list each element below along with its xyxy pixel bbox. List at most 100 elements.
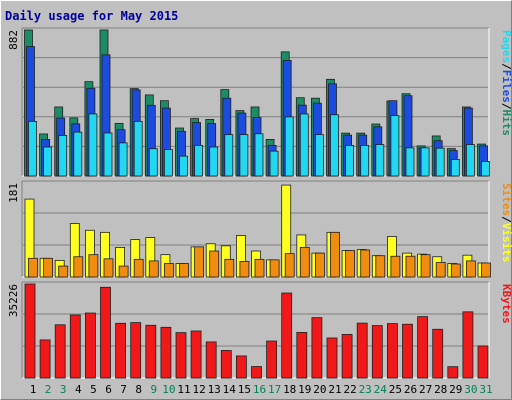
bar-kbytes-day-28 <box>432 328 444 379</box>
bar-pages-day-19 <box>299 113 309 177</box>
legend-entry: Visits <box>500 223 512 263</box>
bar-kbytes-day-14 <box>220 350 232 379</box>
bar-pages-day-21 <box>330 114 339 177</box>
x-label-day-28: 28 <box>434 383 447 396</box>
bar-sites-day-23 <box>360 249 371 278</box>
x-label-day-4: 4 <box>75 383 82 396</box>
bar-pages-day-20 <box>314 134 324 177</box>
bar-pages-day-9 <box>148 148 158 177</box>
x-label-day-24: 24 <box>374 383 388 396</box>
bar-kbytes-day-9 <box>145 324 157 379</box>
bar-kbytes-day-31 <box>477 345 489 379</box>
bar-sites-day-13 <box>209 250 220 278</box>
x-label-day-8: 8 <box>135 383 142 396</box>
x-label-day-10: 10 <box>162 383 175 396</box>
x-label-day-31: 31 <box>479 383 492 396</box>
bar-pages-day-30 <box>465 144 475 177</box>
bar-pages-day-8 <box>133 120 143 177</box>
bar-pages-day-23 <box>360 144 370 177</box>
bar-kbytes-day-10 <box>160 326 172 379</box>
legend-entry: Hits <box>500 110 512 137</box>
bar-kbytes-day-22 <box>341 334 353 379</box>
bar-kbytes-day-7 <box>115 322 126 379</box>
bar-sites-day-18 <box>284 253 295 278</box>
bar-sites-day-15 <box>239 261 250 278</box>
bar-pages-day-6 <box>103 132 113 177</box>
bar-kbytes-day-20 <box>311 317 323 379</box>
legend-entry: Sites <box>500 183 512 216</box>
x-label-day-16: 16 <box>253 383 266 396</box>
bar-pages-day-10 <box>163 149 173 177</box>
bar-pages-day-29 <box>450 159 460 177</box>
panel-legend: KBytes <box>500 284 512 324</box>
bar-sites-day-2 <box>43 257 53 278</box>
bar-pages-day-13 <box>209 146 219 177</box>
x-axis-day-labels: 1 2 3 4 5 6 7 8 9 10 11 12 13 14 15 16 17 18 19 20 21 22 23 24 2… <box>30 383 493 396</box>
x-label-day-13: 13 <box>208 383 221 396</box>
bar-pages-day-22 <box>345 144 355 177</box>
x-label-day-18: 18 <box>283 383 296 396</box>
panel-kbytes: 35226 KBytes <box>7 281 512 379</box>
bar-sites-day-27 <box>420 254 431 278</box>
bar-kbytes-day-23 <box>356 322 368 379</box>
bar-pages-day-7 <box>118 142 128 177</box>
y-max-label: 181 <box>7 183 20 203</box>
bar-pages-day-28 <box>435 147 445 177</box>
bar-sites-day-28 <box>435 262 446 278</box>
bar-pages-day-14 <box>224 134 234 177</box>
x-label-day-12: 12 <box>192 383 205 396</box>
x-label-day-11: 11 <box>177 383 190 396</box>
bar-sites-day-3 <box>58 265 69 278</box>
bar-pages-day-3 <box>58 135 68 177</box>
bar-sites-day-21 <box>330 231 340 278</box>
bar-sites-day-8 <box>133 258 144 278</box>
bar-sites-day-22 <box>345 250 356 278</box>
bar-kbytes-day-17 <box>266 340 278 379</box>
bar-kbytes-day-12 <box>190 330 202 379</box>
x-label-day-7: 7 <box>120 383 127 396</box>
x-label-day-3: 3 <box>60 383 67 396</box>
bar-kbytes-day-27 <box>417 316 429 379</box>
bar-pages-day-27 <box>420 147 430 177</box>
bar-kbytes-day-30 <box>462 311 474 379</box>
x-label-day-23: 23 <box>359 383 372 396</box>
bar-kbytes-day-29 <box>447 366 459 379</box>
bar-pages-day-15 <box>239 134 249 177</box>
x-label-day-1: 1 <box>30 383 37 396</box>
bar-kbytes-day-11 <box>175 332 187 379</box>
chart-title: Daily usage for May 2015 <box>5 9 178 23</box>
bar-pages-day-25 <box>390 115 400 177</box>
x-label-day-17: 17 <box>268 383 281 396</box>
x-label-day-21: 21 <box>328 383 341 396</box>
panel-legend: Sites/Visits <box>500 183 512 263</box>
bar-pages-day-18 <box>284 116 294 177</box>
bar-sites-day-30 <box>465 260 476 278</box>
panel-hits-files-pages: 882 Pages/Files/Hits <box>7 27 512 177</box>
legend-entry: / <box>500 216 512 223</box>
bar-pages-day-31 <box>481 161 490 177</box>
y-max-label: 35226 <box>7 284 20 317</box>
x-label-day-15: 15 <box>238 383 251 396</box>
bar-kbytes-day-6 <box>100 286 111 379</box>
bar-sites-day-14 <box>224 258 235 278</box>
panel-visits-sites: 181 Sites/Visits <box>7 180 512 278</box>
bar-kbytes-day-15 <box>235 355 247 379</box>
chart-panels: 882 Pages/Files/Hits 181 Sites/Visits 35226 K… <box>7 27 512 379</box>
legend-entry: Pages <box>500 30 512 63</box>
bar-sites-day-16 <box>254 258 265 278</box>
bar-sites-day-19 <box>299 246 310 278</box>
bar-sites-day-6 <box>103 258 114 278</box>
x-label-day-20: 20 <box>313 383 326 396</box>
bar-sites-day-12 <box>194 246 205 278</box>
legend-entry: Files <box>500 70 512 103</box>
x-label-day-5: 5 <box>90 383 97 396</box>
bar-kbytes-day-26 <box>402 323 413 379</box>
bar-sites-day-24 <box>375 255 386 278</box>
bar-sites-day-9 <box>148 260 159 278</box>
bar-sites-day-10 <box>163 263 174 278</box>
bar-pages-day-1 <box>28 120 37 177</box>
bar-kbytes-day-4 <box>69 314 81 379</box>
bar-kbytes-day-16 <box>251 366 262 379</box>
bar-kbytes-day-5 <box>85 312 96 379</box>
